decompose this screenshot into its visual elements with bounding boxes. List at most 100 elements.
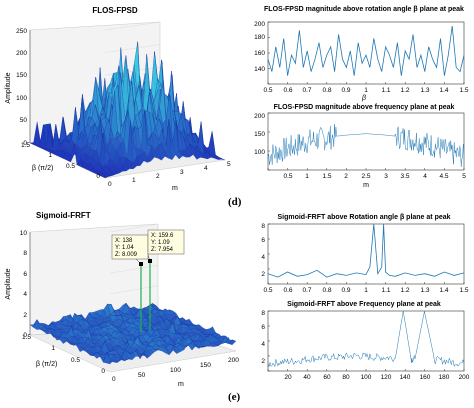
plot-d-bottom-title: FLOS-FPSD magnitude above frequency plan… bbox=[274, 104, 455, 111]
y-tick-label: 8 bbox=[261, 223, 265, 230]
line-plot-d-bottom: FLOS-FPSD magnitude above frequency plan… bbox=[254, 104, 466, 189]
z-tick-label: 10 bbox=[20, 230, 28, 237]
plot-e-top-yticklabels: 2 4 6 8 bbox=[261, 223, 265, 278]
line-plot-e-top: Sigmoid-FRFT above Rotation angle β plan… bbox=[261, 214, 469, 294]
x-tick-label: 120 bbox=[381, 374, 392, 381]
datatip-2[interactable]: X: 159.6 Y: 1.09 Z: 7.954 bbox=[147, 229, 185, 255]
x-tick-label: 4.5 bbox=[439, 173, 448, 180]
x-tick-label: 3 bbox=[384, 173, 388, 180]
y-tick-label: 160 bbox=[254, 50, 265, 57]
y-tick-label: 2 bbox=[261, 271, 265, 278]
y-tick-label: 1.5 bbox=[21, 142, 30, 149]
x-tick-label: 1 bbox=[364, 287, 368, 294]
y-tick-label: 6 bbox=[261, 324, 265, 331]
x-tick-label: 1 bbox=[364, 87, 368, 94]
datatip-2-z: Z: 7.954 bbox=[151, 247, 174, 253]
back-grid-line bbox=[104, 44, 161, 53]
datatip-1[interactable]: X: 138 Y: 1.04 Z: 8.009 bbox=[111, 234, 149, 260]
back-grid-line bbox=[104, 21, 161, 31]
x-tick-label: 1.4 bbox=[439, 287, 448, 294]
y-tick-label: 0 bbox=[96, 173, 100, 180]
x-tick-label: 1.2 bbox=[400, 87, 409, 94]
y-tick-label: 4 bbox=[261, 341, 265, 348]
x-tick-label: 5 bbox=[227, 161, 231, 168]
surface-d-yticks: 0 0.5 1 1.5 bbox=[21, 142, 100, 180]
datatip-1-x: X: 138 bbox=[115, 238, 133, 244]
x-tick-label: 1.1 bbox=[381, 87, 390, 94]
surface-patch bbox=[228, 339, 237, 345]
z-tick-label: 4 bbox=[23, 291, 27, 298]
x-tick-label: 50 bbox=[138, 372, 146, 379]
datatip-2-box bbox=[147, 229, 185, 255]
series-line bbox=[267, 310, 465, 368]
surface-d-zlabel: Amplitude bbox=[5, 72, 12, 103]
line-plot-e-bottom: Sigmoid-FRFT above Frequency plane at pe… bbox=[261, 301, 469, 381]
x-tick-label: 150 bbox=[200, 362, 211, 369]
x-tick-label: 2 bbox=[344, 173, 348, 180]
surface-patch bbox=[218, 157, 226, 161]
surface-plot-d: FLOS-FPSD 0 50 100 150 200 250 Amplitude… bbox=[5, 6, 231, 192]
y-tick-label: 200 bbox=[254, 113, 265, 120]
plot-e-top-ticks bbox=[267, 223, 465, 285]
x-tick-label: 1.3 bbox=[420, 87, 429, 94]
surface-e-ylabel: β (π/2) bbox=[36, 361, 57, 368]
line-plot-d-top: FLOS-FPSD magnitude above rotation angle… bbox=[254, 6, 469, 102]
y-tick-label: 4 bbox=[261, 254, 265, 261]
x-tick-label: 3.5 bbox=[400, 173, 409, 180]
x-tick-label: 0 bbox=[112, 376, 116, 383]
datatip-1-y: Y: 1.04 bbox=[115, 245, 134, 251]
surface-d-title: FLOS-FPSD bbox=[92, 6, 138, 15]
x-tick-label: 0.9 bbox=[341, 287, 350, 294]
z-tick-label: 2 bbox=[23, 312, 27, 319]
x-tick-label: 80 bbox=[342, 374, 350, 381]
plot-d-top-ticks bbox=[267, 21, 465, 85]
plot-d-bottom-xlabel: m bbox=[363, 182, 369, 189]
plot-d-top-xticklabels: 0.5 0.6 0.7 0.8 0.9 1 1.1 1.2 1.3 1.4 1.… bbox=[263, 87, 468, 94]
y-tick-label: 1.5 bbox=[22, 334, 31, 341]
plot-e-bottom-title: Sigmoid-FRFT above Frequency plane at pe… bbox=[287, 301, 441, 308]
surface-patch bbox=[197, 121, 205, 154]
x-tick-label: 1.2 bbox=[400, 287, 409, 294]
x-tick-label: 0.7 bbox=[302, 287, 311, 294]
x-tick-label: 0.8 bbox=[322, 87, 331, 94]
y-tick-label: 0.5 bbox=[66, 163, 75, 170]
y-tick-label: 180 bbox=[254, 34, 265, 41]
x-tick-label: 0.6 bbox=[283, 87, 292, 94]
z-tick-label: 200 bbox=[16, 50, 27, 57]
series-line bbox=[267, 124, 465, 167]
surface-e-title: Sigmoid-FRFT bbox=[36, 211, 91, 220]
x-tick-label: 1.5 bbox=[459, 287, 468, 294]
z-tick-label: 6 bbox=[23, 271, 27, 278]
series-line bbox=[267, 26, 465, 76]
y-tick-label: 8 bbox=[261, 310, 265, 317]
plot-d-top-axes bbox=[267, 21, 465, 85]
x-tick-label: 5 bbox=[462, 173, 466, 180]
plot-e-top-title: Sigmoid-FRFT above Rotation angle β plan… bbox=[277, 214, 450, 221]
surface-d-xticks: 0 1 2 3 4 5 bbox=[108, 161, 231, 188]
x-tick-label: 0.6 bbox=[283, 287, 292, 294]
x-tick-label: 3 bbox=[180, 169, 184, 176]
surface-e-zlabel: Amplitude bbox=[5, 268, 12, 299]
y-tick-label: 140 bbox=[254, 66, 265, 73]
surface-d-ylabel: β (π/2) bbox=[32, 165, 53, 172]
x-tick-label: 0 bbox=[108, 181, 112, 188]
x-tick-label: 140 bbox=[400, 374, 411, 381]
x-tick-label: 0.7 bbox=[302, 87, 311, 94]
x-tick-label: 2 bbox=[156, 173, 160, 180]
y-tick-label: 0.5 bbox=[71, 357, 80, 364]
x-tick-label: 1.5 bbox=[322, 173, 331, 180]
y-tick-label: 100 bbox=[254, 149, 265, 156]
y-tick-label: 6 bbox=[261, 237, 265, 244]
x-tick-label: 200 bbox=[228, 357, 239, 364]
datatip-2-y: Y: 1.09 bbox=[151, 240, 170, 246]
back-grid-line bbox=[109, 223, 159, 233]
z-tick-label: 0 bbox=[23, 332, 27, 339]
surface-e-zticks: 0 2 4 6 8 10 bbox=[20, 230, 28, 339]
x-tick-label: 100 bbox=[361, 374, 372, 381]
surface-d-xlabel: m bbox=[172, 185, 178, 192]
x-tick-label: 200 bbox=[459, 374, 470, 381]
surface-plot-e: Sigmoid-FRFT X: 138 Y: 1.04 Z: 8.009 X: … bbox=[5, 211, 239, 388]
datatip-2-leader bbox=[147, 254, 151, 262]
plot-d-bottom-yticklabels: 100 150 200 bbox=[254, 113, 265, 156]
